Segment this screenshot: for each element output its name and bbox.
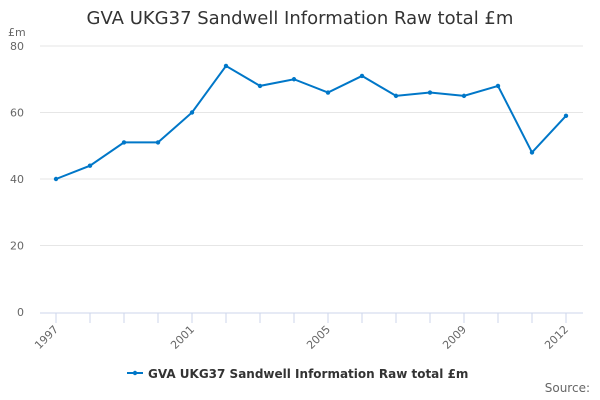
data-point — [189, 110, 195, 115]
data-point — [461, 93, 467, 99]
data-point — [325, 90, 331, 95]
x-tick-label: 2005 — [304, 323, 333, 352]
x-tick-label: 2012 — [542, 323, 571, 352]
data-point — [291, 77, 297, 82]
y-tick-label: 80 — [10, 40, 24, 53]
legend-label: GVA UKG37 Sandwell Information Raw total… — [148, 367, 468, 381]
y-axis-label: £m — [8, 26, 26, 39]
x-tick-label: 2001 — [168, 323, 197, 352]
source-label: Source: — [544, 381, 590, 395]
legend-marker-icon — [132, 370, 138, 376]
data-point — [563, 113, 569, 119]
series-line — [55, 64, 567, 180]
y-tick-label: 20 — [10, 240, 24, 253]
data-point — [495, 83, 501, 89]
y-tick-label: 60 — [10, 107, 24, 120]
data-point — [393, 93, 399, 99]
data-point — [529, 150, 535, 155]
data-point — [121, 140, 127, 145]
data-point — [53, 176, 59, 182]
y-tick-label: 40 — [10, 173, 24, 186]
data-point — [427, 90, 433, 95]
data-point — [155, 140, 161, 145]
data-point — [87, 163, 93, 168]
x-tick-label: 2009 — [440, 323, 469, 352]
data-point — [359, 73, 365, 79]
chart-title: GVA UKG37 Sandwell Information Raw total… — [86, 8, 514, 29]
data-point — [257, 83, 263, 89]
data-point — [223, 63, 229, 69]
x-tick-label: 1997 — [32, 323, 61, 352]
y-tick-label: 0 — [17, 306, 24, 319]
